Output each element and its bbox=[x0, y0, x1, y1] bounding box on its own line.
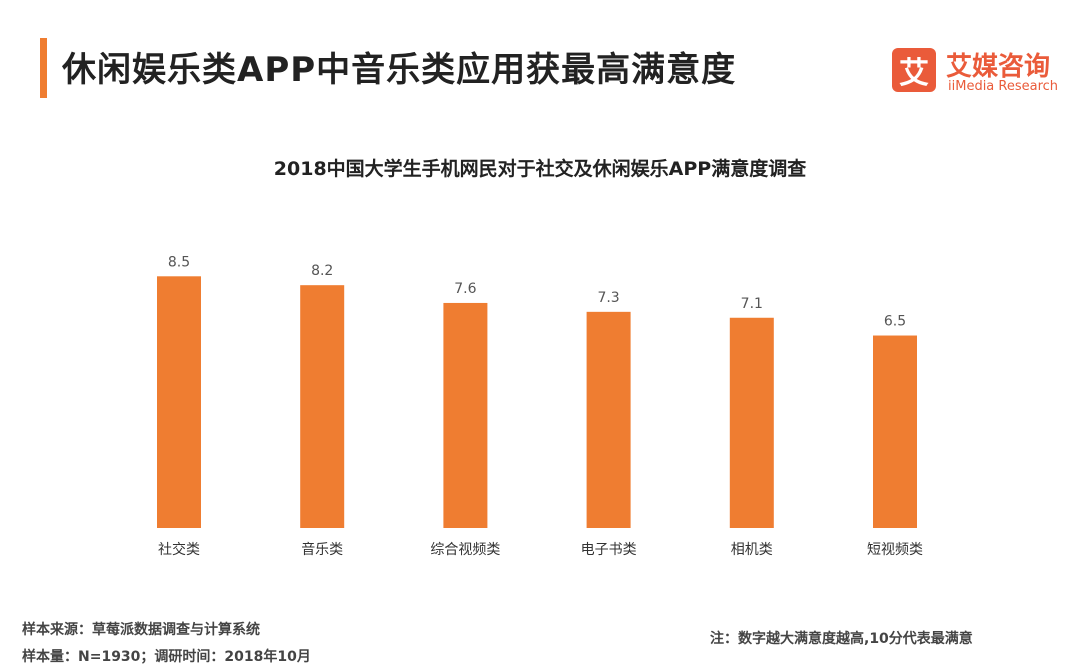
x-tick-label-1: 音乐类 bbox=[301, 541, 343, 558]
data-label-4: 7.1 bbox=[741, 296, 763, 312]
data-label-0: 8.5 bbox=[168, 254, 190, 270]
iimedia-logo: 艾 艾媒咨询 iiMedia Research bbox=[892, 46, 1064, 98]
bar-5 bbox=[873, 335, 917, 528]
data-label-2: 7.6 bbox=[454, 281, 476, 297]
title-accent-bar bbox=[40, 38, 47, 98]
x-tick-label-2: 综合视频类 bbox=[430, 542, 500, 558]
page-title: 休闲娱乐类APP中音乐类应用获最高满意度 bbox=[62, 50, 737, 90]
logo-english-name: iiMedia Research bbox=[948, 79, 1059, 94]
footer-source: 样本来源：草莓派数据调查与计算系统 bbox=[22, 622, 260, 638]
bar-1 bbox=[300, 285, 345, 528]
x-tick-label-3: 电子书类 bbox=[581, 542, 637, 558]
bar-4 bbox=[729, 317, 774, 528]
footer-sample: 样本量：N=1930；调研时间：2018年10月 bbox=[22, 649, 311, 665]
logo-mark-icon: 艾 bbox=[892, 48, 936, 92]
bar-0 bbox=[157, 276, 201, 528]
data-label-3: 7.3 bbox=[597, 290, 619, 306]
chart-title: 2018中国大学生手机网民对于社交及休闲娱乐APP满意度调查 bbox=[273, 158, 807, 180]
bar-2 bbox=[443, 302, 488, 528]
data-label-1: 8.2 bbox=[311, 263, 333, 279]
bar-3 bbox=[586, 311, 631, 528]
logo-chinese-name: 艾媒咨询 bbox=[946, 52, 1051, 82]
x-tick-label-4: 相机类 bbox=[731, 542, 773, 558]
x-tick-label-0: 社交类 bbox=[158, 541, 200, 558]
data-label-5: 6.5 bbox=[884, 314, 906, 330]
x-tick-label-5: 短视频类 bbox=[867, 542, 923, 558]
footer-note: 注：数字越大满意度越高,10分代表最满意 bbox=[710, 631, 973, 647]
